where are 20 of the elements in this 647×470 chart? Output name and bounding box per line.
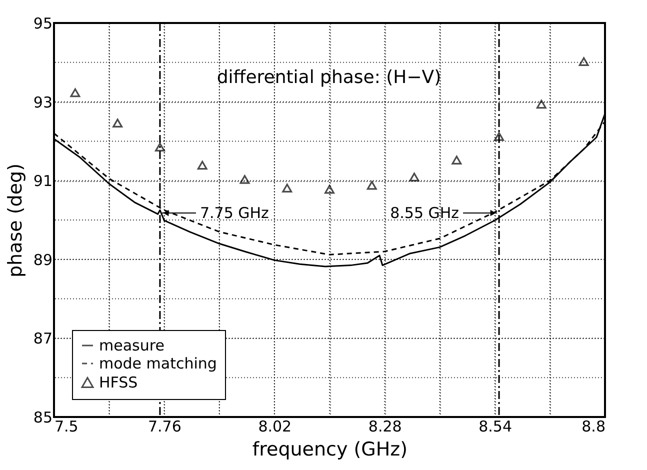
x-tick-label: 7.76 [148,418,182,436]
x-tick-label: 8.54 [478,418,512,436]
text: differential phase: (H−V) [216,67,442,88]
x-tick-label: 7.5 [54,418,78,436]
x-tick-label: 8.8 [582,418,606,436]
y-tick-label: 89 [33,250,52,269]
x-tick-label: 8.02 [258,418,292,436]
y-tick-label: 93 [33,93,52,112]
y-tick-label: 85 [33,408,52,426]
y-axis-title: phase (deg) [4,163,26,278]
ref-line-label: 8.55 GHz [390,204,460,222]
y-tick-label: 91 [33,172,52,190]
y-tick-label: 87 [33,330,52,348]
legend-label: mode matching [99,354,217,372]
y-tick-label: 95 [33,14,52,32]
legend-label: HFSS [99,374,138,392]
ref-line-label: 7.75 GHz [200,204,270,222]
x-axis-title: frequency (GHz) [252,438,408,460]
x-tick-label: 8.28 [368,418,402,436]
legend-label: measure [99,336,164,354]
